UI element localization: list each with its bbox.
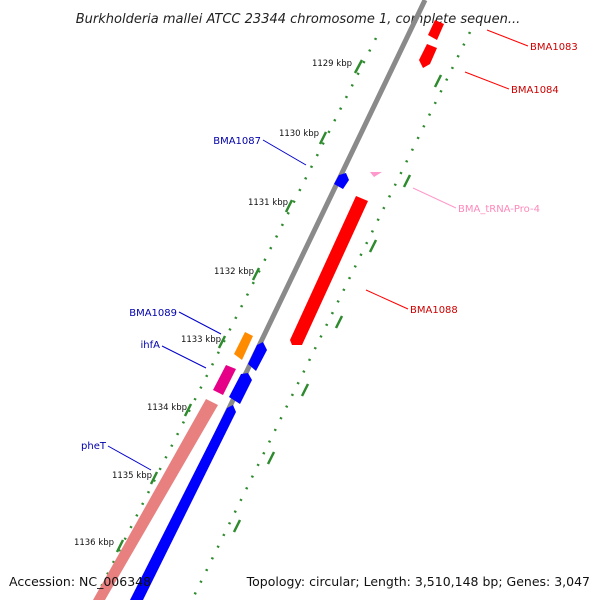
major-tick (284, 199, 294, 213)
major-tick (149, 471, 159, 485)
gene-label-trna-pro-4: BMA_tRNA-Pro-4 (458, 204, 540, 215)
gene-bma1083-arrow (428, 20, 444, 40)
connector-phet (107, 445, 152, 471)
tick-label: 1135 kbp (112, 471, 152, 481)
gene-orange-feature (234, 332, 253, 360)
major-tick (251, 267, 261, 281)
gene-bma1088-arrow (290, 196, 368, 345)
major-tick (402, 174, 412, 188)
gene-pheT-arrow (130, 405, 236, 600)
gene-label-phet: pheT (81, 441, 107, 452)
gene-label-bma1089: BMA1089 (129, 308, 177, 319)
genome-info-text: Topology: circular; Length: 3,510,148 bp… (246, 574, 590, 589)
tick-label: 1130 kbp (279, 129, 319, 139)
tick-label: 1129 kbp (312, 59, 352, 69)
major-ticks (115, 59, 443, 553)
gene-label-bma1088: BMA1088 (410, 305, 458, 316)
tick-guides (95, 31, 472, 600)
gene-magenta-feature (213, 365, 236, 395)
inner-dotted-guide (190, 31, 472, 600)
gene-bma1087-arrow (334, 173, 349, 189)
connector-bma1083 (486, 29, 529, 47)
map-title: Burkholderia mallei ATCC 23344 chromosom… (76, 12, 521, 27)
connector-bma1084 (464, 71, 510, 90)
label-connectors (107, 29, 529, 471)
connector-bma1087 (262, 139, 307, 166)
trna-pro-4-arrow (370, 172, 382, 177)
major-tick (318, 131, 328, 145)
major-tick (183, 403, 193, 417)
forward-strand-features (290, 20, 444, 345)
connector-bma1089 (178, 311, 222, 335)
connector-ihfa (161, 345, 207, 369)
gene-label-bma1083: BMA1083 (530, 42, 578, 53)
connector-bma1088 (365, 289, 409, 310)
connector-trna (412, 187, 457, 209)
major-tick (334, 315, 344, 329)
gene-labels: BMA1083 BMA1084 BMA1087 BMA_tRNA-Pro-4 B… (81, 42, 578, 452)
major-tick (433, 74, 443, 88)
accession-text: Accession: NC_006348 (9, 574, 151, 589)
major-tick (368, 239, 378, 253)
gene-reverse-arrow (248, 342, 267, 371)
tick-label: 1134 kbp (147, 403, 187, 413)
major-tick (266, 451, 276, 465)
pink-region-band (93, 399, 218, 600)
tick-label: 1132 kbp (214, 267, 254, 277)
tick-label: 1133 kbp (181, 335, 221, 345)
gene-label-bma1084: BMA1084 (511, 85, 559, 96)
major-tick (300, 383, 310, 397)
gene-label-bma1087: BMA1087 (213, 136, 261, 147)
gene-label-ihfa: ihfA (141, 340, 161, 351)
major-tick (353, 59, 364, 74)
gene-bma1084-arrow (419, 44, 437, 68)
major-tick (217, 335, 227, 349)
gene-reverse-arrow (229, 373, 252, 404)
major-tick (232, 519, 242, 533)
tick-label: 1131 kbp (248, 198, 288, 208)
tick-label: 1136 kbp (74, 538, 114, 548)
reverse-strand-features (93, 173, 349, 600)
major-tick (115, 539, 125, 553)
tick-labels: 1129 kbp 1130 kbp 1131 kbp 1132 kbp 1133… (74, 59, 352, 548)
